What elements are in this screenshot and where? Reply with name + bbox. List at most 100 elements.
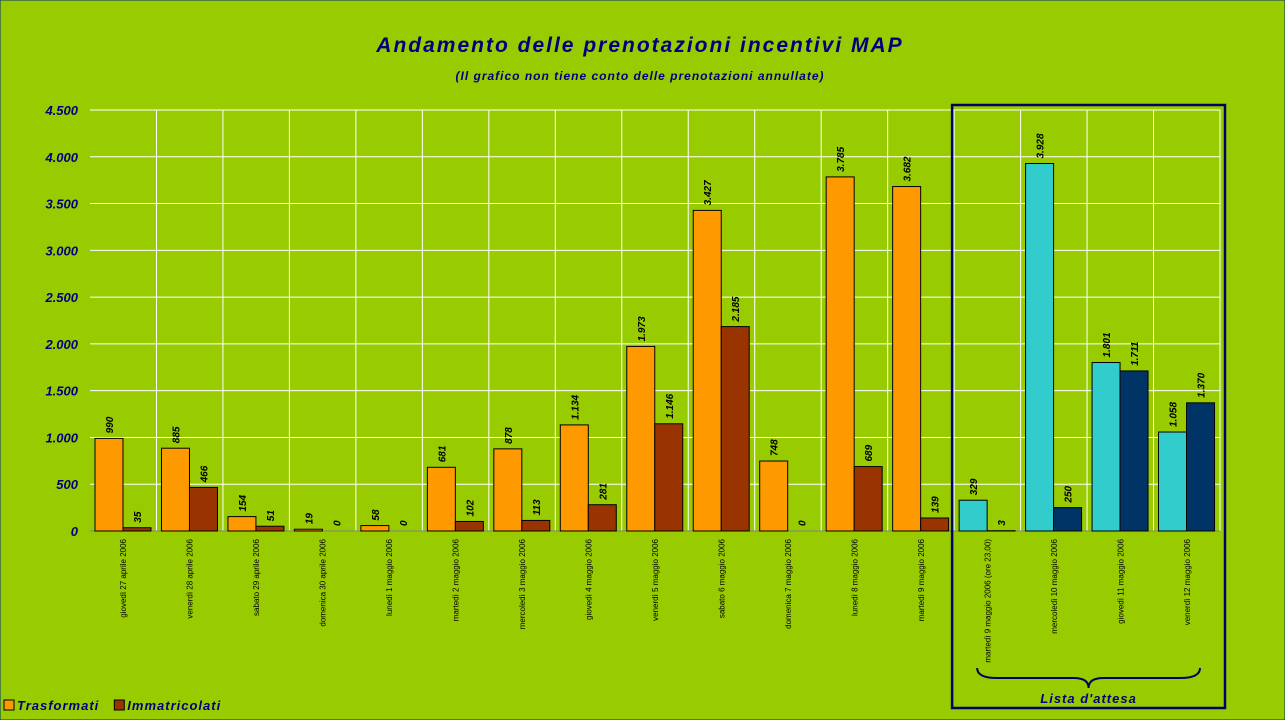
value-label: 2.185 [731,296,742,322]
x-tick-label: lunedì 1 maggio 2006 [385,538,394,616]
bar [692,209,722,532]
y-tick-label: 2.500 [44,290,78,305]
x-tick-label: venerdì 12 maggio 2006 [1183,538,1192,625]
chart-subtitle: (Il grafico non tiene conto delle prenot… [455,69,824,83]
bar [521,519,551,532]
value-label: 58 [371,509,382,521]
bar [759,460,789,532]
x-tick-label: giovedì 11 maggio 2006 [1116,538,1125,623]
bar [587,504,617,532]
chart-title: Andamento delle prenotazioni incentivi M… [375,34,903,57]
bar [654,423,684,532]
value-label: 748 [770,439,781,456]
x-tick-label: sabato 29 aprile 2006 [252,538,261,616]
bar [853,466,883,532]
bar [255,525,285,532]
value-label: 0 [332,520,343,526]
value-label: 3.785 [836,146,847,171]
x-tick-label: martedì 9 maggio 2006 [917,538,926,621]
y-tick-label: 0 [71,524,79,539]
bar [1053,507,1083,532]
value-label: 1.973 [637,316,648,341]
x-tick-label: lunedì 8 maggio 2006 [850,538,859,616]
x-tick-label: martedì 9 maggio 2006 (ore 23,00) [983,539,992,663]
x-tick-label: mercoledì 3 maggio 2006 [518,538,527,629]
bar [94,437,124,532]
y-tick-label: 4.000 [44,150,78,165]
value-label: 35 [133,511,144,523]
value-label: 250 [1064,485,1075,503]
value-label: 1.134 [570,394,581,419]
value-label: 0 [798,520,809,526]
value-label: 1.801 [1102,332,1113,357]
value-label: 3 [997,520,1008,526]
value-label: 281 [598,483,609,501]
legend-label: Trasformati [17,698,99,713]
x-tick-label: giovedì 27 aprile 2006 [119,538,128,617]
legend-swatch [3,699,15,711]
value-label: 3.928 [1036,133,1047,158]
value-label: 1.711 [1130,341,1141,366]
legend-label: Immatricolati [127,698,221,713]
x-tick-label: venerdì 5 maggio 2006 [651,538,660,620]
value-label: 51 [266,510,277,522]
x-tick-label: mercoledì 10 maggio 2006 [1050,538,1059,633]
bar [426,466,456,532]
x-tick-label: venerdì 28 aprile 2006 [186,538,195,618]
y-tick-label: 500 [56,477,78,492]
bar [160,447,190,532]
bar [825,176,855,532]
bar [227,516,257,532]
bar [958,499,988,532]
value-label: 102 [465,499,476,516]
value-label: 3.682 [903,156,914,181]
x-tick-label: sabato 6 maggio 2006 [717,538,726,618]
waitlist-label: Lista d'attesa [1040,691,1137,706]
bar [559,424,589,532]
value-label: 681 [437,445,448,462]
value-label: 885 [171,426,182,443]
bar [1025,163,1055,532]
value-label: 19 [304,513,315,525]
value-label: 990 [105,416,116,433]
value-label: 878 [504,427,515,444]
value-label: 3.427 [703,180,714,205]
bar [920,517,950,532]
waitlist-brace [976,667,1201,689]
bar [892,186,922,532]
value-label: 1.370 [1197,372,1208,397]
value-label: 113 [532,499,543,515]
y-tick-label: 3.000 [45,243,78,258]
y-tick-label: 2.000 [44,337,78,352]
y-tick-label: 1.500 [45,384,78,399]
bar [122,527,152,532]
x-tick-label: giovedì 4 maggio 2006 [585,538,594,620]
value-label: 139 [931,496,942,513]
bar [1119,370,1149,532]
bar [188,486,218,532]
bar [626,345,656,532]
x-tick-label: martedì 2 maggio 2006 [452,538,461,621]
value-label: 329 [969,478,980,495]
legend-swatch [113,699,125,711]
y-tick-label: 4.500 [44,103,78,118]
bar [720,326,750,532]
value-label: 689 [864,444,875,461]
bar [454,520,484,532]
bar [1091,362,1121,532]
bar [360,525,390,532]
value-label: 466 [199,465,210,483]
value-label: 1.058 [1169,402,1180,427]
waitlist-box [950,103,1227,710]
bar [1158,431,1188,532]
x-tick-label: domenica 7 maggio 2006 [784,538,793,628]
value-label: 0 [399,520,410,526]
bar [293,528,323,532]
bar [493,448,523,532]
y-tick-label: 3.500 [45,197,78,212]
bar [1186,402,1216,532]
x-tick-label: domenica 30 aprile 2006 [319,538,328,626]
value-label: 154 [238,494,249,511]
y-tick-label: 1.000 [45,430,78,445]
